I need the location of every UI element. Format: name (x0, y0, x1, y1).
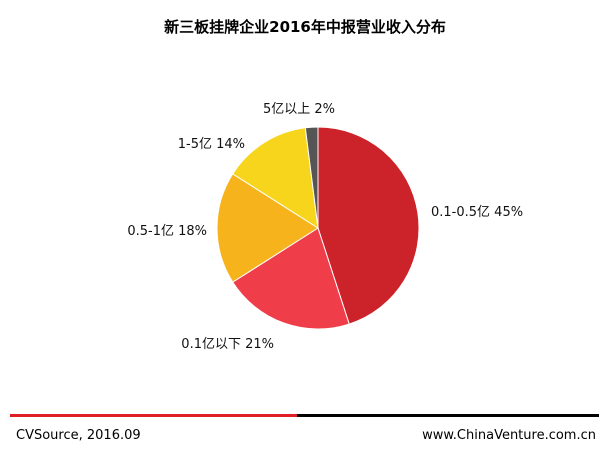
pie-slice-0 (317, 126, 420, 325)
pie-slice-1 (232, 227, 350, 330)
slice-label-1: 0.1亿以下 21% (181, 337, 274, 352)
slice-label-2: 0.5-1亿 18% (127, 224, 207, 239)
slice-label-0: 0.1-0.5亿 45% (431, 205, 523, 220)
slice-label-4: 5亿以上 2% (263, 102, 335, 117)
footer-rule-red (10, 414, 297, 417)
footer-rule-black (297, 414, 599, 417)
website-label: www.ChinaVenture.com.cn (422, 428, 596, 443)
source-label: CVSource, 2016.09 (16, 428, 141, 443)
pie-slice-3 (232, 127, 319, 229)
chart-title: 新三板挂牌企业2016年中报营业收入分布 (164, 18, 446, 36)
pie-slice-2 (216, 173, 319, 283)
pie-slice-4 (304, 126, 319, 229)
slice-label-3: 1-5亿 14% (178, 137, 245, 152)
